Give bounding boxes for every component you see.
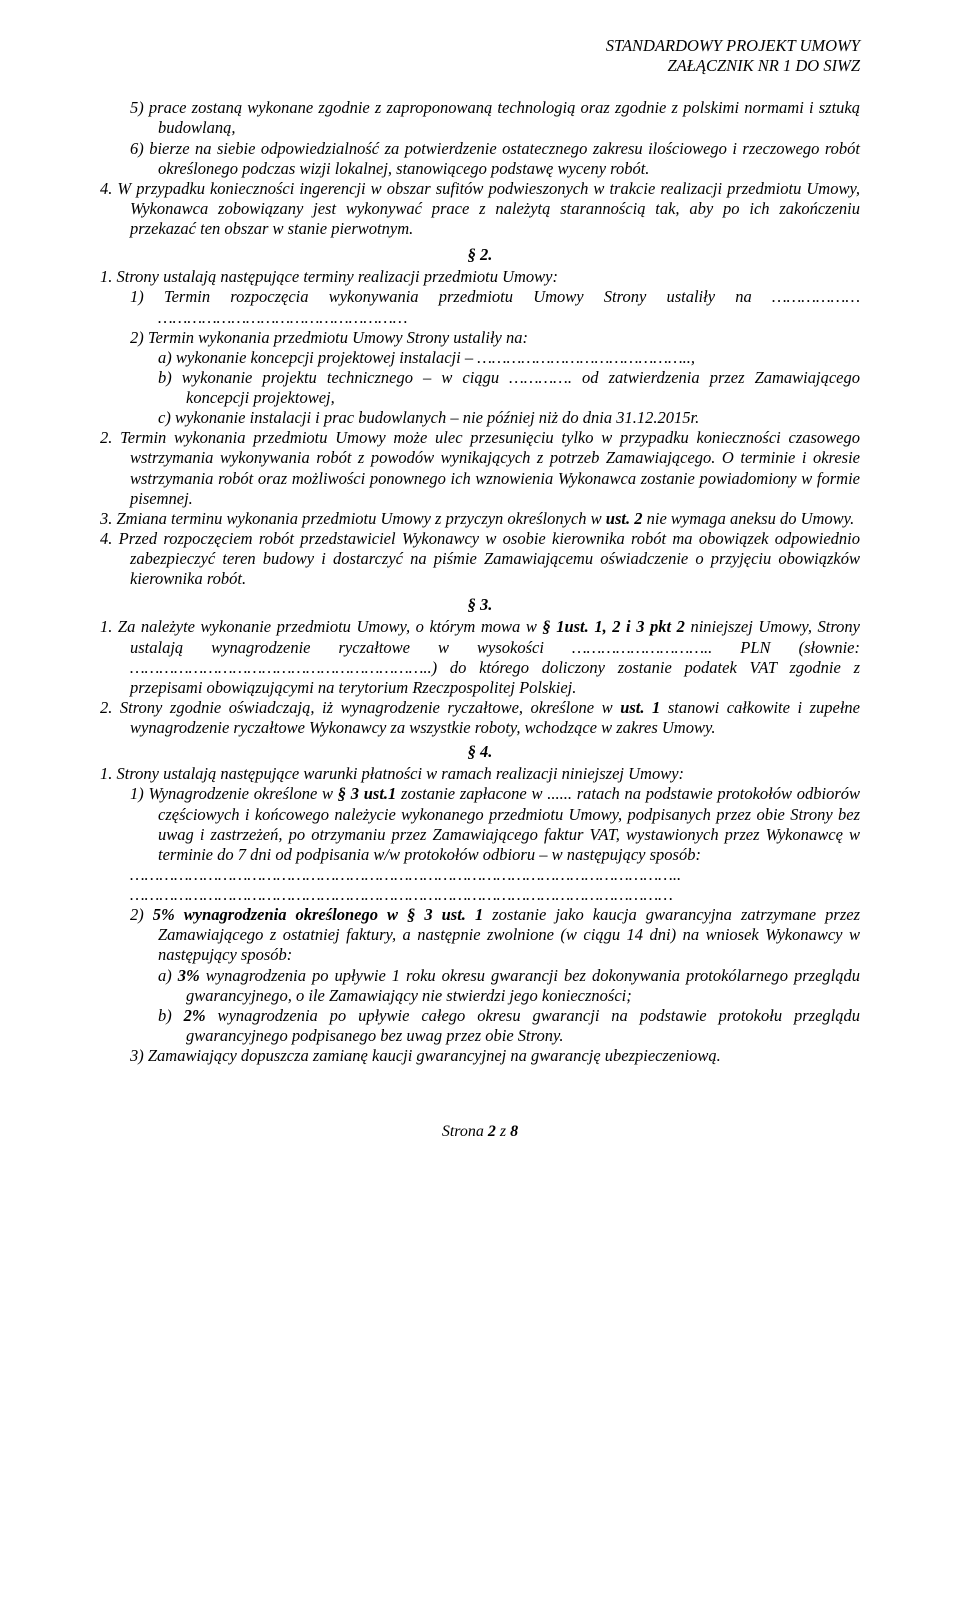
s4-dots-1: ………………………………………………………………………………………………….. (100, 865, 860, 885)
s4-n1-2b-b: 2% (184, 1006, 206, 1025)
s2-n1-2a: a) wykonanie koncepcji projektowej insta… (100, 348, 860, 368)
footer-c: z (496, 1123, 510, 1140)
s4-dots-2: ………………………………………………………………………………………………… (100, 885, 860, 905)
s4-n1-2-a: 2) (130, 905, 153, 924)
s2-n3-c: nie wymaga aneksu do Umowy. (642, 509, 854, 528)
s4-n1-1-b: § 3 ust.1 (338, 784, 397, 803)
s3-n1: 1. Za należyte wykonanie przedmiotu Umow… (100, 617, 860, 698)
s2-n3-a: 3. Zmiana terminu wykonania przedmiotu U… (100, 509, 606, 528)
s4-n1-2a-c: wynagrodzenia po upływie 1 roku okresu g… (186, 966, 860, 1005)
pre-num-4: 4. W przypadku konieczności ingerencji w… (100, 179, 860, 239)
s2-n4: 4. Przed rozpoczęciem robót przedstawici… (100, 529, 860, 589)
header-line-2: ZAŁĄCZNIK NR 1 DO SIWZ (100, 56, 860, 76)
pre-item-6: 6) bierze na siebie odpowiedzialność za … (100, 139, 860, 179)
s4-n1-3: 3) Zamawiający dopuszcza zamianę kaucji … (100, 1046, 860, 1066)
s2-n1-2: 2) Termin wykonania przedmiotu Umowy Str… (100, 328, 860, 348)
s4-n1-2a-a: a) (158, 966, 178, 985)
s4-n1-2: 2) 5% wynagrodzenia określonego w § 3 us… (100, 905, 860, 965)
s3-n2-a: 2. Strony zgodnie oświadczają, iż wynagr… (100, 698, 620, 717)
header-line-1: STANDARDOWY PROJEKT UMOWY (100, 36, 860, 56)
s3-n2: 2. Strony zgodnie oświadczają, iż wynagr… (100, 698, 860, 738)
s4-n1-1: 1) Wynagrodzenie określone w § 3 ust.1 z… (100, 784, 860, 865)
s2-n1-2c: c) wykonanie instalacji i prac budowlany… (100, 408, 860, 428)
s2-n2: 2. Termin wykonania przedmiotu Umowy moż… (100, 428, 860, 509)
s4-n1-2a: a) 3% wynagrodzenia po upływie 1 roku ok… (100, 966, 860, 1006)
s4-n1: 1. Strony ustalają następujące warunki p… (100, 764, 860, 784)
pre-item-5: 5) prace zostaną wykonane zgodnie z zapr… (100, 98, 860, 138)
s4-n1-2a-b: 3% (178, 966, 200, 985)
footer-a: Strona (442, 1123, 488, 1140)
footer-b: 2 (488, 1123, 496, 1140)
s3-n2-b: ust. 1 (620, 698, 660, 717)
s3-n1-a: 1. Za należyte wykonanie przedmiotu Umow… (100, 617, 542, 636)
page-footer: Strona 2 z 8 (100, 1122, 860, 1142)
s4-n1-2b-c: wynagrodzenia po upływie całego okresu g… (186, 1006, 860, 1045)
section-4-title: § 4. (100, 742, 860, 762)
s4-n1-2b-a: b) (158, 1006, 184, 1025)
s2-n1-1: 1) Termin rozpoczęcia wykonywania przedm… (100, 287, 860, 327)
section-3-title: § 3. (100, 595, 860, 615)
s2-n3-b: ust. 2 (606, 509, 643, 528)
header-block: STANDARDOWY PROJEKT UMOWY ZAŁĄCZNIK NR 1… (100, 36, 860, 76)
s3-n1-b: § 1ust. 1, 2 i 3 pkt 2 (542, 617, 685, 636)
s4-n1-2-b: 5% wynagrodzenia określonego w § 3 ust. … (153, 905, 483, 924)
s2-n1-2b: b) wykonanie projektu technicznego – w c… (100, 368, 860, 408)
section-2-title: § 2. (100, 245, 860, 265)
s4-n1-1-a: 1) Wynagrodzenie określone w (130, 784, 338, 803)
s4-n1-2b: b) 2% wynagrodzenia po upływie całego ok… (100, 1006, 860, 1046)
s2-n3: 3. Zmiana terminu wykonania przedmiotu U… (100, 509, 860, 529)
s2-n1: 1. Strony ustalają następujące terminy r… (100, 267, 860, 287)
document-page: STANDARDOWY PROJEKT UMOWY ZAŁĄCZNIK NR 1… (0, 0, 960, 1182)
footer-d: 8 (510, 1123, 518, 1140)
